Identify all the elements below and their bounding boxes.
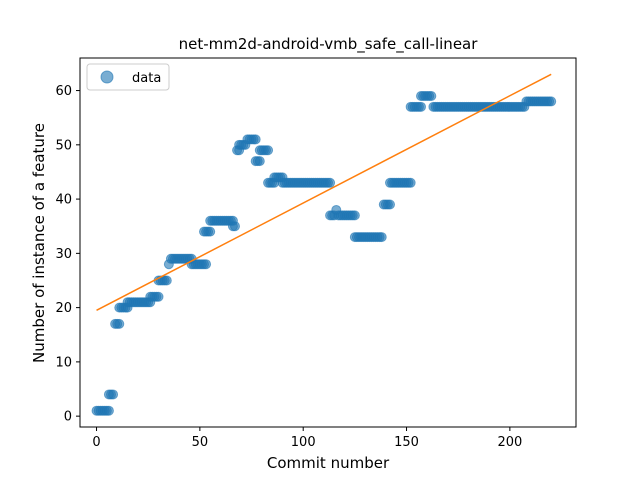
data-point bbox=[349, 210, 360, 221]
legend-label-data: data bbox=[132, 71, 161, 86]
data-point bbox=[153, 291, 164, 302]
data-point bbox=[263, 145, 274, 156]
data-point bbox=[254, 156, 265, 167]
data-point bbox=[161, 275, 172, 286]
y-tick-label: 50 bbox=[55, 138, 72, 153]
data-point bbox=[416, 101, 426, 112]
y-tick-label: 40 bbox=[55, 193, 72, 208]
y-tick-label: 0 bbox=[64, 410, 72, 425]
chart-title: net-mm2d-android-vmb_safe_call-linear bbox=[179, 35, 479, 54]
data-point bbox=[546, 96, 557, 107]
x-tick-label: 100 bbox=[291, 435, 316, 450]
data-point bbox=[385, 199, 395, 210]
x-tick-label: 200 bbox=[497, 435, 522, 450]
data-point bbox=[230, 221, 240, 232]
x-axis-label: Commit number bbox=[267, 454, 390, 472]
axes: 0 50 100 150 200 0 10 20 30 40 50 60 bbox=[55, 57, 577, 450]
data-point bbox=[325, 177, 336, 188]
y-tick-label: 10 bbox=[55, 355, 72, 370]
data-point bbox=[114, 318, 125, 329]
data-point bbox=[426, 90, 437, 101]
y-axis-label: Number of instance of a feature bbox=[30, 123, 48, 363]
data-point bbox=[108, 389, 119, 400]
y-tick-label: 20 bbox=[55, 301, 72, 316]
data-point bbox=[250, 134, 261, 145]
data-point bbox=[405, 177, 416, 188]
data-point bbox=[376, 232, 387, 243]
fit-line bbox=[96, 73, 552, 311]
data-point bbox=[205, 226, 216, 237]
legend: data bbox=[86, 63, 170, 91]
plot-area bbox=[91, 73, 557, 416]
axes-frame bbox=[79, 57, 577, 428]
x-tick-label: 50 bbox=[192, 435, 209, 450]
x-tick-label: 150 bbox=[394, 435, 419, 450]
y-tick-label: 60 bbox=[55, 84, 72, 99]
data-point bbox=[103, 405, 114, 416]
y-tick-label: 30 bbox=[55, 247, 72, 262]
legend-marker-data bbox=[100, 70, 114, 84]
legend-frame bbox=[86, 63, 170, 91]
x-tick-label: 0 bbox=[92, 435, 100, 450]
data-point bbox=[201, 259, 212, 270]
